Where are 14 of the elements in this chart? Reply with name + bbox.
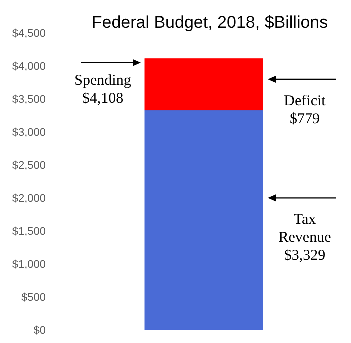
y-tick-label: $2,000: [12, 192, 46, 205]
text: Deficit $779: [284, 93, 327, 128]
y-tick-label: $3,500: [12, 94, 46, 106]
chart-title: Federal Budget, 2018, $Billions: [92, 13, 328, 32]
y-tick-label: $1,000: [12, 258, 46, 271]
y-tick-label: $3,000: [12, 126, 46, 139]
y-tick-label: $4,000: [12, 60, 46, 73]
y-tick-label: $500: [22, 292, 46, 304]
y-tick-label: $1,500: [12, 226, 46, 238]
y-tick-label: $0: [34, 324, 46, 337]
text: Spending $4,108: [74, 72, 132, 107]
y-tick-label: $4,500: [12, 28, 46, 40]
text: Tax Revenue $3,329: [278, 212, 332, 264]
y-tick-label: $2,500: [12, 160, 46, 172]
